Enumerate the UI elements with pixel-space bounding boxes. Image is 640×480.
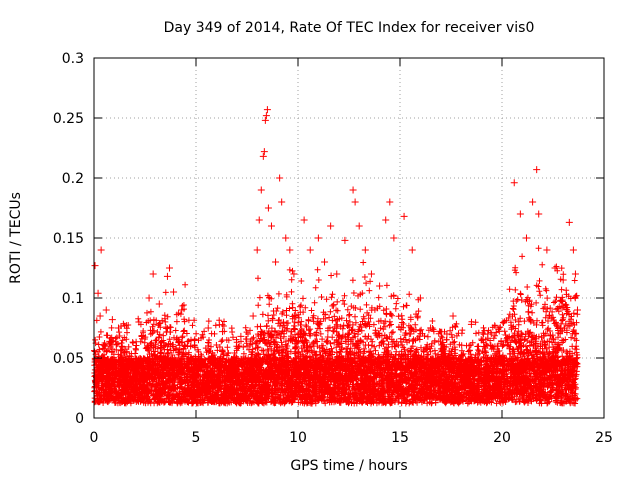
data-point [569, 246, 577, 254]
data-point [376, 282, 384, 290]
data-point [261, 116, 269, 124]
data-point [170, 288, 178, 296]
data-point [163, 272, 171, 280]
point-cloud [91, 245, 581, 407]
y-tick-label: 0 [75, 411, 84, 427]
data-point [571, 270, 579, 278]
data-point [263, 106, 271, 114]
data-point [333, 270, 341, 278]
data-point [467, 320, 475, 328]
data-point [102, 306, 110, 314]
data-point [427, 324, 435, 332]
data-point [290, 270, 298, 278]
data-point [264, 204, 272, 212]
data-point [108, 316, 116, 324]
data-point [306, 246, 314, 254]
data-point [204, 324, 212, 332]
dense-point-cloud [91, 245, 581, 407]
data-point [165, 264, 173, 272]
data-points [91, 106, 581, 350]
data-point [522, 234, 530, 242]
data-point [565, 218, 573, 226]
data-point [155, 300, 163, 308]
data-point [341, 236, 349, 244]
data-point [262, 112, 270, 120]
data-point [321, 258, 329, 266]
x-tick-label: 10 [289, 430, 307, 446]
data-point [386, 198, 394, 206]
y-tick-label: 0.1 [62, 291, 84, 307]
data-point [551, 264, 559, 272]
x-tick-label: 25 [595, 430, 613, 446]
data-point [237, 332, 245, 340]
data-point [253, 246, 261, 254]
data-point [535, 210, 543, 218]
data-point [494, 342, 502, 350]
data-point [516, 210, 524, 218]
data-point [443, 330, 451, 338]
data-point [355, 222, 363, 230]
data-point [219, 328, 227, 336]
y-tick-label: 0.2 [62, 171, 84, 187]
data-point [145, 294, 153, 302]
data-point [249, 312, 257, 320]
y-tick-label: 0.3 [62, 51, 84, 67]
data-point [351, 198, 359, 206]
data-point [259, 152, 267, 160]
x-tick-label: 20 [493, 430, 511, 446]
data-point [255, 216, 263, 224]
data-point [257, 186, 265, 194]
data-point [276, 174, 284, 182]
data-point [382, 216, 390, 224]
data-point [278, 198, 286, 206]
x-tick-label: 0 [90, 430, 99, 446]
data-point [135, 318, 143, 326]
data-point [327, 222, 335, 230]
x-tick-label: 5 [192, 430, 201, 446]
data-point [94, 289, 102, 297]
data-point [408, 246, 416, 254]
x-axis-label: GPS time / hours [290, 458, 407, 474]
data-point [349, 186, 357, 194]
data-point [484, 330, 492, 338]
data-point [267, 222, 275, 230]
plot-frame [93, 57, 605, 419]
data-point [178, 306, 186, 314]
y-axis-label: ROTI / TECUs [8, 192, 24, 284]
data-point [543, 246, 551, 254]
x-tick-label: 15 [391, 430, 409, 446]
data-point [314, 234, 322, 242]
data-point [529, 198, 537, 206]
y-tick-label: 0.05 [53, 351, 84, 367]
data-point [282, 234, 290, 242]
data-point [260, 148, 268, 156]
data-point [400, 212, 408, 220]
data-point [510, 179, 518, 187]
data-point [361, 246, 369, 254]
data-point [114, 324, 122, 332]
data-point [96, 312, 104, 320]
data-point [573, 306, 581, 314]
data-point [286, 246, 294, 254]
y-tick-label: 0.25 [53, 111, 84, 127]
data-point [91, 262, 99, 270]
data-point [272, 258, 280, 266]
data-point [416, 294, 424, 302]
data-point [533, 166, 541, 174]
data-point [390, 234, 398, 242]
data-point [300, 216, 308, 224]
data-point [149, 270, 157, 278]
data-point [367, 270, 375, 278]
data-point [97, 246, 105, 254]
chart-title: Day 349 of 2014, Rate Of TEC Index for r… [164, 20, 535, 36]
data-point [559, 276, 567, 284]
data-point [449, 312, 457, 320]
y-tick-label: 0.15 [53, 231, 84, 247]
